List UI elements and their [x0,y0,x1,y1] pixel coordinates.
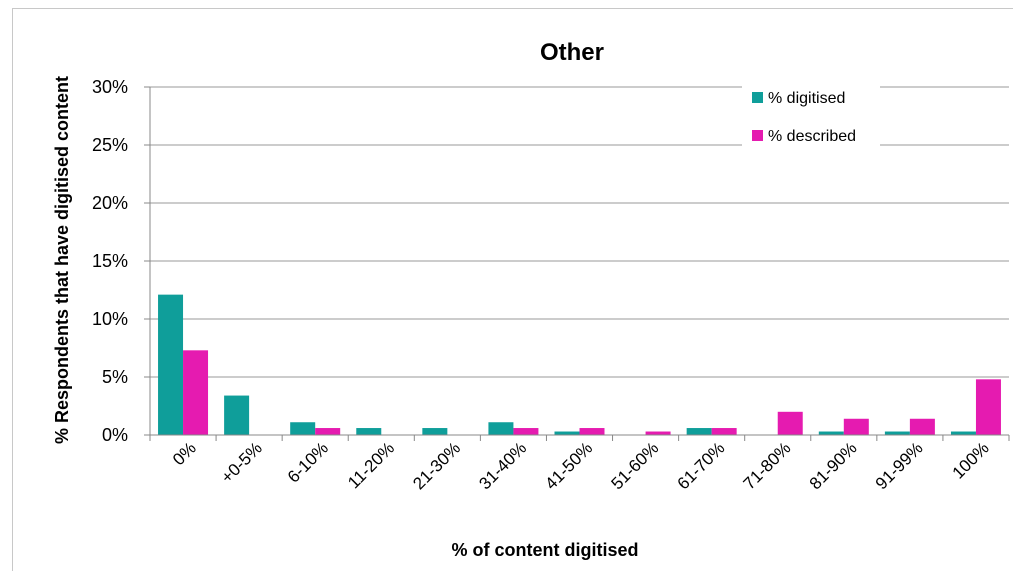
x-tick-label: 6-10% [284,438,332,486]
y-tick-labels: 0% 5% 10% 15% 20% 25% 30% [92,77,128,445]
bar-described [909,418,935,435]
bar-described [315,428,341,435]
x-tick-label: 0% [169,438,200,469]
bar-described [975,379,1001,435]
y-tick-label: 15% [92,251,128,271]
bar-digitised [224,395,250,435]
legend-swatch [752,130,763,141]
x-tick-label: 51-60% [608,438,663,493]
y-tick-label: 5% [102,367,128,387]
axes [144,86,1010,441]
bar-digitised [950,431,976,435]
x-tick-label: 31-40% [475,438,530,493]
bar-digitised [422,428,448,435]
y-tick-label: 10% [92,309,128,329]
bar-described [513,428,539,435]
x-tick-labels: 0% +0-5% 6-10% 11-20% 21-30% 31-40% 41-50% 51-6… [169,438,993,493]
bar-digitised [290,422,316,435]
chart-title: Other [540,39,604,66]
legend-background [742,84,880,159]
bar-digitised [356,428,382,435]
x-tick-label: 11-20% [344,438,398,492]
x-tick-label: 100% [949,438,993,482]
y-tick-label: 25% [92,135,128,155]
legend-label: % described [768,128,856,145]
bar-digitised [818,431,844,435]
y-tick-label: 20% [92,193,128,213]
legend-swatch [752,92,763,103]
y-tick-label: 30% [92,77,128,97]
bar-described [777,411,803,435]
x-tick-label: 41-50% [541,438,596,493]
bar-digitised [554,431,580,435]
gridlines [150,86,1009,436]
bar-digitised [884,431,910,435]
bar-digitised [488,422,514,435]
x-tick-label: 81-90% [806,438,861,493]
x-tick-label: +0-5% [217,438,266,487]
bar-described [645,431,671,435]
bar-described [579,428,605,435]
x-tick-label: 71-80% [740,438,795,493]
legend-label: % digitised [768,90,845,107]
bar-described [183,350,209,435]
bars [158,294,1001,435]
x-tick-label: 21-30% [409,438,464,493]
bar-described [711,428,737,435]
bar-digitised [686,428,712,435]
y-axis-label: % Respondents that have digitised conten… [52,76,72,444]
x-axis-label: % of content digitised [452,540,639,560]
x-tick-label: 91-99% [872,438,927,493]
y-tick-label: 0% [102,425,128,445]
x-tick-label: 61-70% [674,438,729,493]
bar-digitised [158,294,184,435]
legend: % digitised % described [742,84,880,159]
bar-described [843,418,869,435]
